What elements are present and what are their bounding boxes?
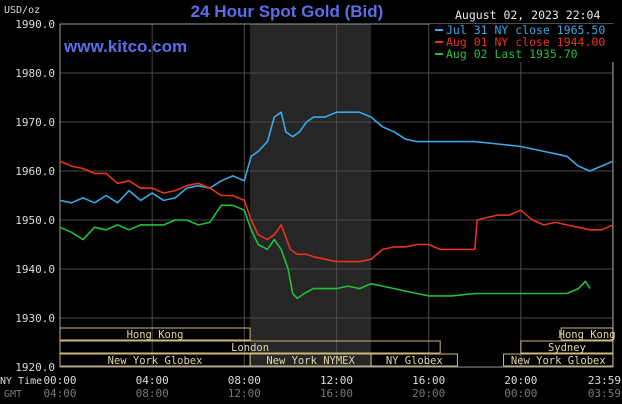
y-tick-label: 1950.0 (15, 214, 55, 227)
session-label: Sydney (548, 342, 586, 354)
y-tick-label: 1980.0 (15, 67, 55, 80)
legend: Jul 31 NY close 1965.50 Aug 01 NY close … (430, 23, 615, 62)
unit-label: USD/oz (4, 5, 40, 16)
nymex-session-highlight (250, 24, 372, 367)
session-bar (370, 353, 458, 367)
session-bar (503, 353, 614, 367)
session-bar (59, 340, 441, 354)
x-tick-label-ny: 08:00 (228, 374, 261, 387)
x-tick-label-gmt: 12:00 (228, 387, 261, 400)
y-tick-label: 1960.0 (15, 165, 55, 178)
session-label: New York Globex (108, 355, 203, 367)
x-tick-label-gmt: 04:00 (43, 387, 76, 400)
x-tick-label-ny: 20:00 (504, 374, 537, 387)
x-tick-label-ny: 12:00 (320, 374, 353, 387)
chart-title: 24 Hour Spot Gold (Bid) (191, 2, 384, 21)
watermark: www.kitco.com (63, 37, 187, 56)
y-tick-label: 1920.0 (15, 361, 55, 374)
x-tick-label-gmt: 03:59 (588, 387, 621, 400)
x-tick-label-gmt: 08:00 (136, 387, 169, 400)
series-line-0 (59, 111, 614, 204)
legend-item-jul31: Jul 31 NY close 1965.50 (446, 23, 605, 37)
x-tick-label-ny: 04:00 (136, 374, 169, 387)
y-tick-label: 1940.0 (15, 263, 55, 276)
session-label: New York NYMEX (266, 355, 355, 367)
plot-border (59, 23, 614, 368)
x-tick-label-gmt: 00:00 (504, 387, 537, 400)
session-label: New York Globex (511, 355, 606, 367)
legend-item-aug02: Aug 02 Last 1935.70 (446, 47, 578, 61)
timestamp: August 02, 2023 22:04 (455, 8, 600, 22)
session-label: London (231, 342, 269, 354)
x-tick-label-ny: 16:00 (412, 374, 445, 387)
x-tick-label-gmt: 16:00 (320, 387, 353, 400)
session-bar (59, 327, 251, 341)
x-tick-label-gmt: 20:00 (412, 387, 445, 400)
session-label: Hong Kong (559, 329, 616, 341)
y-tick-label: 1970.0 (15, 116, 55, 129)
series-line-2 (59, 204, 591, 300)
session-bar (520, 340, 614, 354)
session-label: NY Globex (386, 355, 443, 367)
gmt-label: GMT (4, 389, 22, 400)
x-tick-label-ny: 23:59 (588, 374, 621, 387)
session-label: Hong Kong (127, 329, 184, 341)
series-line-1 (59, 160, 614, 263)
y-tick-label: 1930.0 (15, 312, 55, 325)
session-bar (560, 327, 614, 341)
ny-time-label: NY Time (0, 376, 42, 387)
x-tick-label-ny: 00:00 (43, 374, 76, 387)
y-tick-label: 1990.0 (15, 18, 55, 31)
legend-item-aug01: Aug 01 NY close 1944.00 (446, 35, 605, 49)
